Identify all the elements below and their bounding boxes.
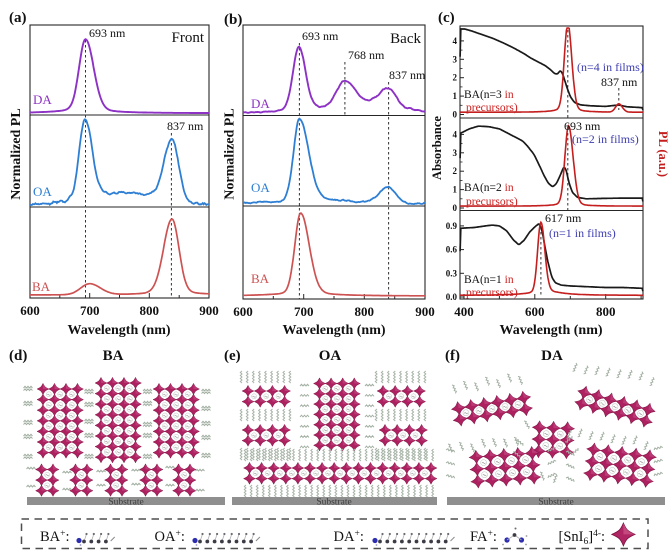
svg-text:Wavelength (nm): Wavelength (nm) (499, 323, 602, 338)
svg-text:900: 900 (199, 303, 219, 318)
svg-text:(n=4 in films): (n=4 in films) (577, 60, 644, 74)
svg-text:BA: BA (251, 271, 270, 286)
svg-text:DA: DA (33, 92, 52, 107)
svg-text:600: 600 (20, 303, 40, 318)
svg-text:precursors): precursors) (466, 102, 518, 114)
svg-text:837 nm: 837 nm (389, 68, 426, 82)
svg-text:0.3: 0.3 (446, 268, 458, 278)
svg-text:693 nm: 693 nm (564, 119, 601, 133)
svg-text:(f): (f) (445, 348, 460, 364)
svg-text:Wavelength (nm): Wavelength (nm) (67, 323, 170, 338)
svg-text:BA+:: BA+: (40, 529, 70, 545)
svg-text:Substrate: Substrate (538, 498, 573, 508)
svg-text:OA: OA (33, 184, 52, 199)
svg-text:(n=1 in films): (n=1 in films) (549, 226, 616, 240)
svg-text:precursors): precursors) (466, 287, 518, 299)
svg-text:2: 2 (453, 166, 458, 176)
svg-text:PL (a.u.): PL (a.u.) (656, 131, 670, 177)
svg-text:3: 3 (453, 54, 458, 64)
svg-text:(n=2 in films): (n=2 in films) (572, 132, 639, 146)
svg-text:Substrate: Substrate (108, 498, 143, 508)
svg-text:400: 400 (454, 304, 474, 319)
svg-text:Absorbance: Absorbance (430, 116, 444, 180)
svg-text:BA(n=2 in: BA(n=2 in (464, 182, 514, 194)
svg-text:precursors): precursors) (466, 196, 518, 208)
svg-text:2: 2 (453, 73, 458, 83)
svg-text:Substrate: Substrate (316, 498, 351, 508)
svg-text:900: 900 (415, 304, 435, 319)
svg-text:(c): (c) (438, 10, 455, 26)
svg-text:837 nm: 837 nm (601, 75, 638, 89)
svg-text:837 nm: 837 nm (167, 119, 204, 133)
svg-text:BA: BA (103, 348, 124, 364)
svg-text:600: 600 (525, 304, 545, 319)
svg-text:3: 3 (453, 148, 458, 158)
svg-text:OA+:: OA+: (155, 529, 185, 545)
svg-text:DA: DA (251, 96, 270, 111)
svg-text:FA+:: FA+: (470, 529, 497, 545)
svg-text:600: 600 (233, 304, 253, 319)
svg-text:768 nm: 768 nm (348, 48, 385, 62)
svg-text:0.0: 0.0 (446, 292, 458, 302)
svg-text:693 nm: 693 nm (89, 26, 126, 40)
svg-text:0: 0 (453, 110, 458, 120)
svg-text:700: 700 (80, 303, 100, 318)
svg-text:(b): (b) (224, 12, 242, 28)
svg-text:DA: DA (541, 348, 563, 364)
svg-text:693 nm: 693 nm (302, 29, 339, 43)
svg-text:(e): (e) (224, 348, 241, 364)
svg-text:(d): (d) (9, 348, 27, 364)
svg-text:4: 4 (453, 36, 458, 46)
svg-text:0.9: 0.9 (446, 221, 458, 231)
svg-text:1: 1 (453, 91, 458, 101)
svg-text:BA(n=3 in: BA(n=3 in (464, 89, 514, 101)
svg-text:OA: OA (251, 180, 270, 195)
svg-text:BA: BA (32, 279, 51, 294)
svg-text:Normalized PL: Normalized PL (223, 108, 238, 199)
svg-text:800: 800 (596, 304, 616, 319)
svg-text:617 nm: 617 nm (545, 211, 582, 225)
svg-text:700: 700 (294, 304, 314, 319)
svg-text:0.6: 0.6 (446, 245, 458, 255)
svg-text:Back: Back (390, 31, 421, 47)
svg-text:BA(n=1 in: BA(n=1 in (464, 274, 514, 286)
svg-text:4: 4 (453, 129, 458, 139)
svg-text:Front: Front (171, 30, 204, 46)
svg-text:OA: OA (319, 348, 342, 364)
svg-text:1: 1 (453, 185, 458, 195)
svg-text:Wavelength (nm): Wavelength (nm) (282, 323, 385, 338)
svg-text:(a): (a) (9, 10, 27, 26)
svg-text:0: 0 (453, 203, 458, 213)
svg-text:800: 800 (355, 304, 375, 319)
svg-text:800: 800 (140, 303, 160, 318)
svg-text:DA+:: DA+: (334, 529, 364, 545)
svg-text:Normalized PL: Normalized PL (9, 108, 24, 199)
